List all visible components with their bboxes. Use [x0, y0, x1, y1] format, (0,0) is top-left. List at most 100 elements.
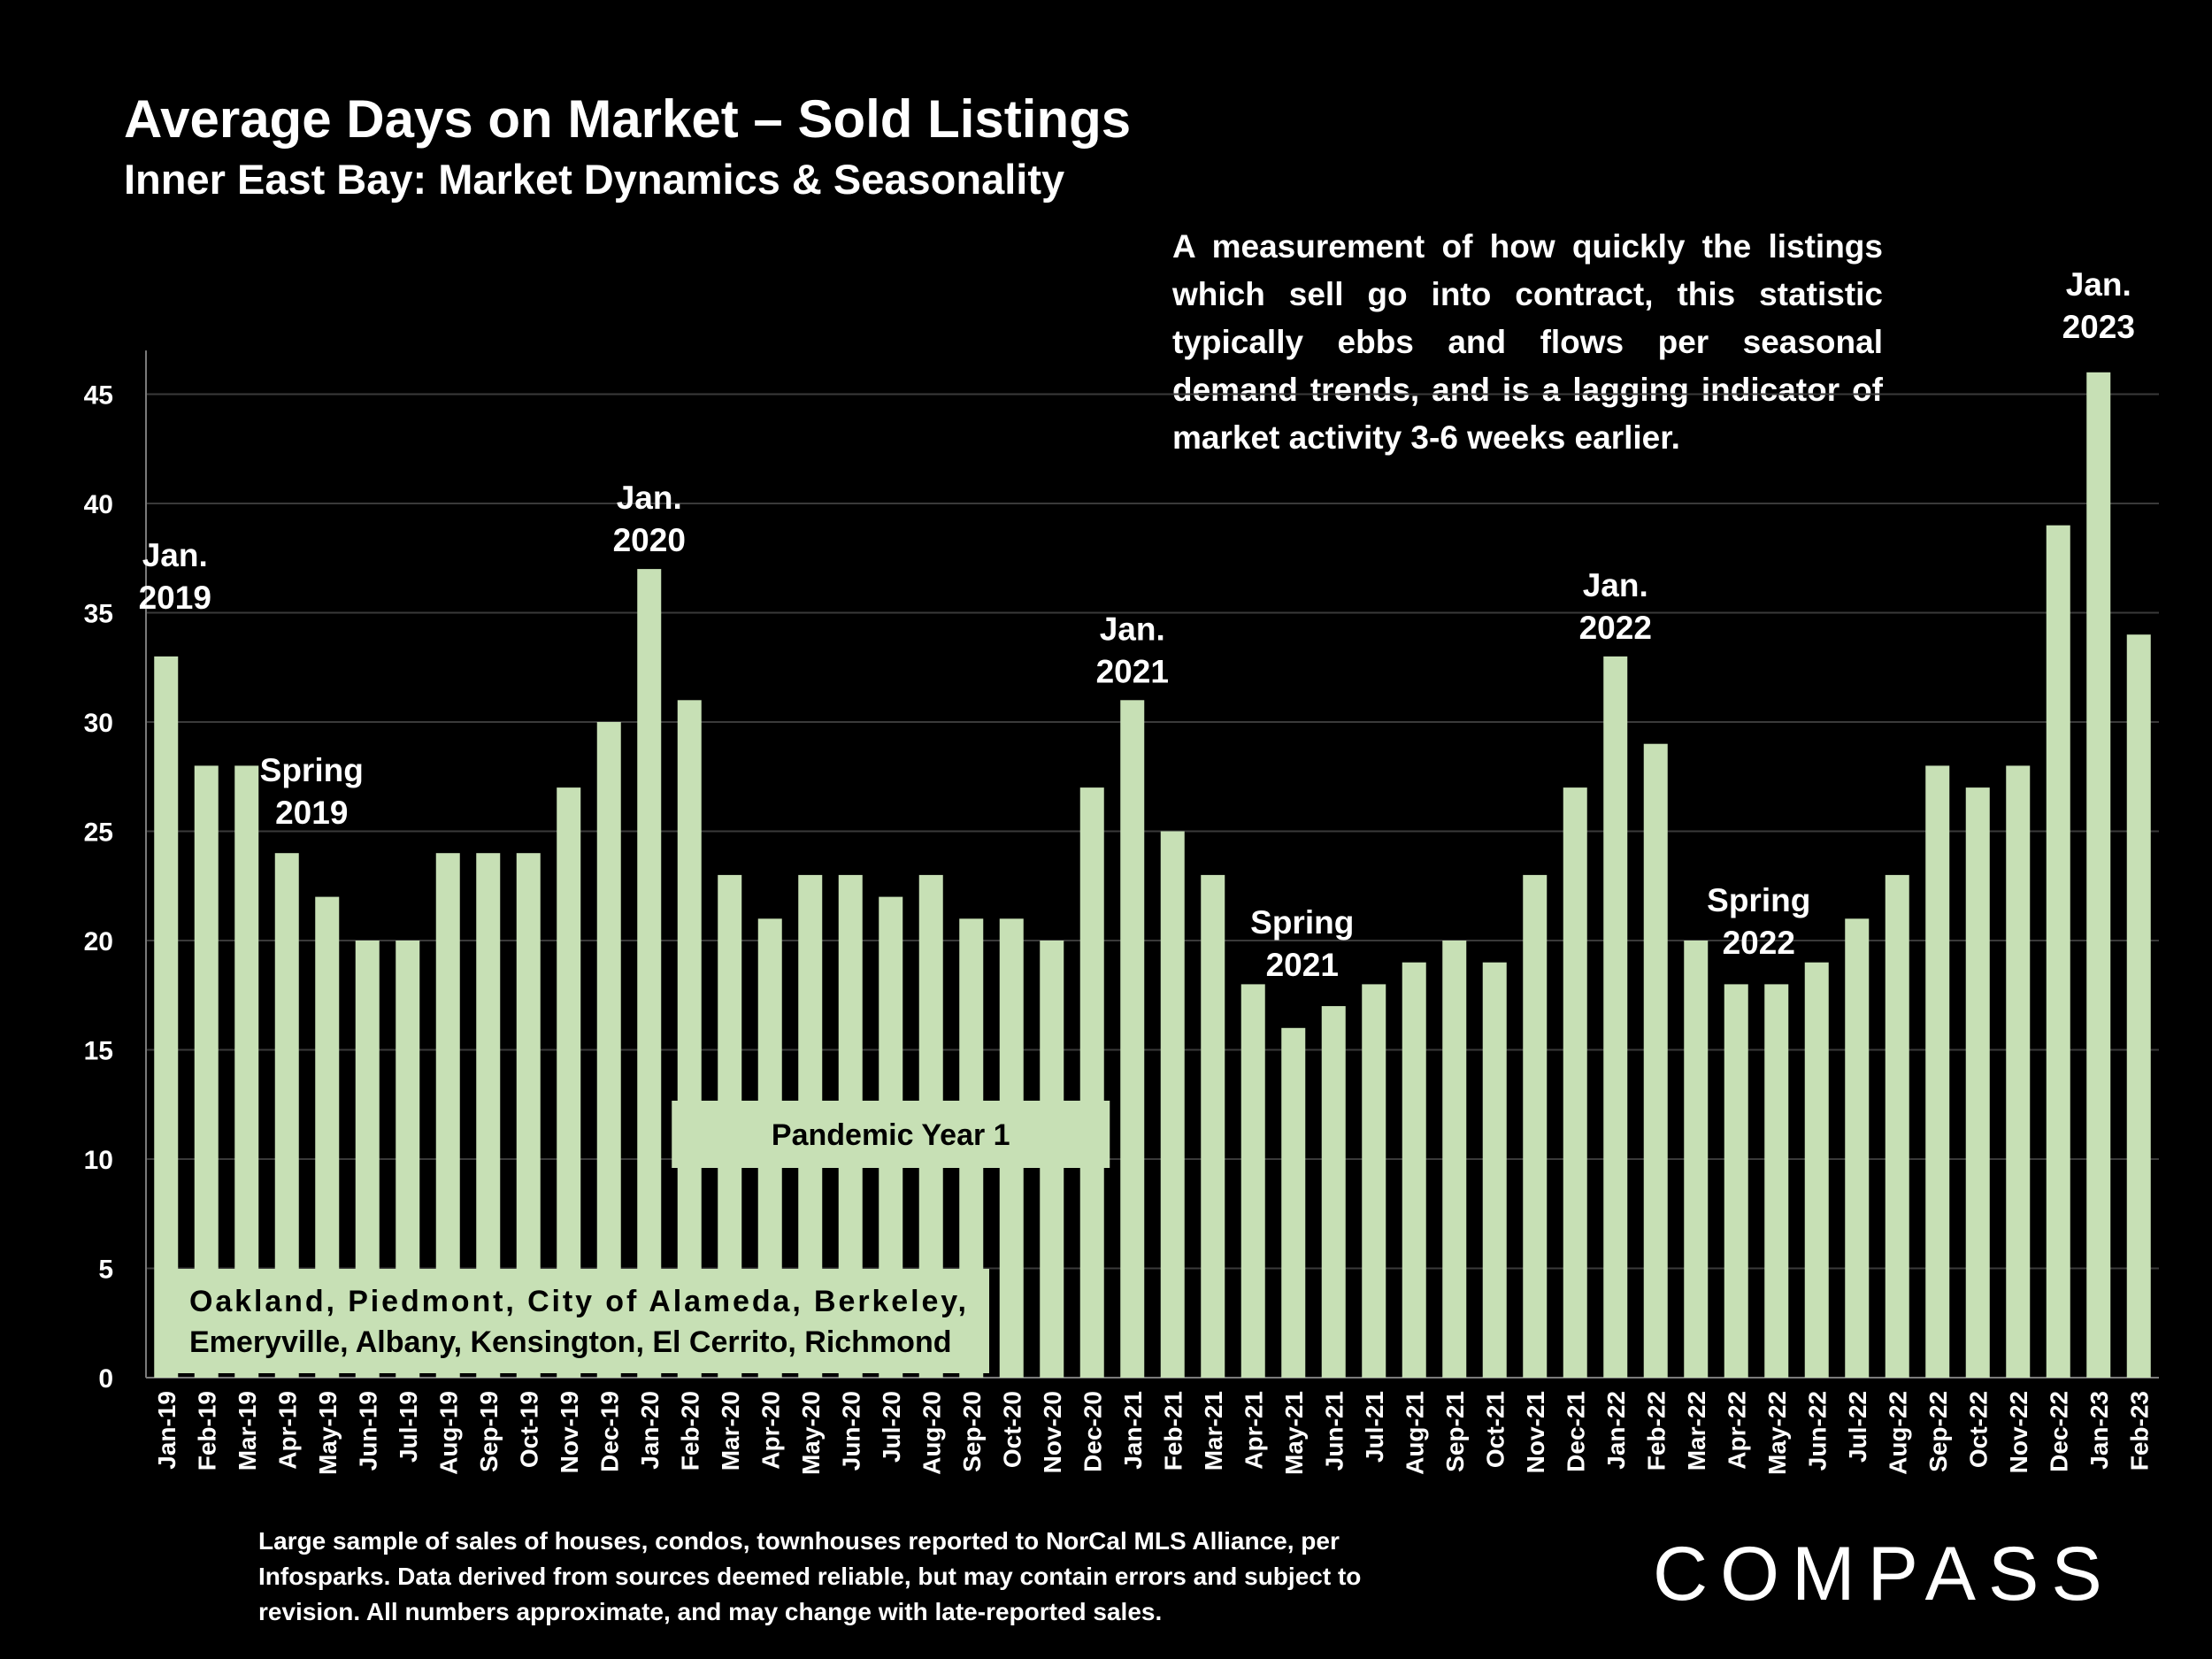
x-tick-label: Nov-20 — [1039, 1391, 1066, 1473]
bar — [1965, 787, 1990, 1378]
x-tick-label: Feb-20 — [676, 1391, 703, 1471]
x-tick-label: May-22 — [1763, 1391, 1791, 1475]
bar — [1804, 962, 1829, 1378]
x-tick-label: Nov-22 — [2005, 1391, 2032, 1473]
x-tick-label: Jul-20 — [878, 1391, 905, 1463]
bar — [2046, 525, 2070, 1378]
bar — [1684, 941, 1709, 1378]
x-tick-label: Nov-21 — [1522, 1391, 1549, 1473]
bar — [2126, 634, 2151, 1378]
x-tick-label: Jul-19 — [395, 1391, 422, 1463]
bar — [1482, 962, 1507, 1378]
x-tick-label: Dec-19 — [595, 1391, 623, 1472]
y-tick-label: 5 — [98, 1256, 113, 1285]
x-tick-label: Jan-21 — [1119, 1391, 1147, 1470]
region-label-box — [175, 1269, 989, 1373]
x-tick-label: May-20 — [797, 1391, 825, 1475]
x-tick-label: Mar-20 — [717, 1391, 744, 1471]
bar — [1845, 918, 1870, 1378]
x-tick-label: Sep-22 — [1924, 1391, 1952, 1472]
y-tick-label: 35 — [84, 600, 113, 629]
annotation-label: Jan. 2022 — [1579, 567, 1652, 646]
annotation-label: Spring 2022 — [1707, 882, 1810, 961]
x-tick-label: Oct-22 — [1964, 1391, 1992, 1468]
bar — [1724, 984, 1748, 1378]
chart-title: Average Days on Market – Sold Listings — [124, 89, 1132, 149]
x-tick-label: Feb-21 — [1159, 1391, 1187, 1471]
bar — [637, 569, 662, 1378]
annotation-label: Spring 2021 — [1250, 904, 1354, 983]
x-tick-label: Aug-19 — [434, 1391, 462, 1475]
x-tick-label: May-21 — [1280, 1391, 1308, 1475]
bar — [596, 722, 621, 1378]
x-tick-label: Apr-20 — [757, 1391, 784, 1470]
x-tick-label: Aug-22 — [1884, 1391, 1911, 1475]
bar — [1160, 831, 1185, 1378]
annotation-label: Spring 2019 — [260, 752, 364, 831]
y-tick-label: 45 — [84, 381, 113, 411]
y-tick-label: 0 — [98, 1364, 113, 1394]
bar — [677, 700, 702, 1378]
x-tick-label: Mar-19 — [234, 1391, 261, 1471]
bar — [1764, 984, 1789, 1378]
x-tick-label: Jun-22 — [1803, 1391, 1831, 1471]
x-tick-label: Jun-19 — [354, 1391, 381, 1471]
y-tick-label: 15 — [84, 1037, 113, 1066]
x-tick-label: Nov-19 — [556, 1391, 583, 1473]
bar — [1079, 787, 1104, 1378]
x-tick-label: Dec-22 — [2045, 1391, 2072, 1472]
bars — [154, 372, 2151, 1378]
pandemic-label: Pandemic Year 1 — [772, 1118, 1010, 1152]
x-tick-label: Mar-22 — [1683, 1391, 1710, 1471]
x-tick-label: Jan-20 — [636, 1391, 664, 1470]
annotation-label: Jan. 2020 — [613, 480, 686, 558]
bar — [1603, 656, 1628, 1378]
bar — [1885, 874, 1909, 1378]
pandemic-label-box — [672, 1101, 1110, 1168]
bar — [1925, 765, 1950, 1378]
bar — [1281, 1027, 1306, 1378]
x-tick-label: Sep-21 — [1441, 1391, 1469, 1472]
x-tick-label: Oct-20 — [998, 1391, 1025, 1468]
bar — [1563, 787, 1587, 1378]
x-tick-label: Jun-20 — [837, 1391, 864, 1471]
y-tick-label: 10 — [84, 1146, 113, 1175]
x-tick-label: Aug-20 — [918, 1391, 945, 1475]
x-tick-label: Apr-22 — [1723, 1391, 1750, 1470]
bar — [1523, 874, 1548, 1378]
x-tick-label: Jan-22 — [1602, 1391, 1630, 1470]
annotations: Jan. 2019 Spring 2019 Jan. 2020 Jan. 2021 Spring… — [139, 266, 2135, 983]
y-tick-label: 30 — [84, 709, 113, 738]
bar — [154, 656, 179, 1378]
x-tick-label: Feb-22 — [1642, 1391, 1670, 1471]
x-tick-label: Apr-19 — [273, 1391, 301, 1470]
bar — [1240, 984, 1265, 1378]
x-tick-label: Dec-20 — [1079, 1391, 1106, 1472]
x-tick-label: Aug-21 — [1401, 1391, 1428, 1475]
bar — [1362, 984, 1386, 1378]
chart-subtitle: Inner East Bay: Market Dynamics & Season… — [124, 156, 1065, 203]
x-tick-label: Feb-19 — [193, 1391, 220, 1471]
x-tick-label: Sep-19 — [475, 1391, 503, 1472]
x-tick-label: Jul-22 — [1844, 1391, 1871, 1463]
bar — [1120, 700, 1145, 1378]
bar — [2086, 372, 2111, 1378]
bar — [1643, 743, 1668, 1378]
y-axis-ticks: 0 5 10 15 20 25 30 35 40 45 — [84, 381, 113, 1394]
y-tick-label: 20 — [84, 927, 113, 956]
x-tick-label: Oct-21 — [1481, 1391, 1509, 1468]
chart-description: A measurement of how quickly the listing… — [1172, 228, 1883, 456]
x-tick-label: Apr-21 — [1240, 1391, 1267, 1470]
bar — [1201, 874, 1225, 1378]
x-tick-label: Mar-21 — [1200, 1391, 1227, 1471]
bar — [1402, 962, 1426, 1378]
x-tick-label: Dec-21 — [1562, 1391, 1589, 1472]
bar — [2006, 765, 2031, 1378]
annotation-label: Jan. 2023 — [2062, 266, 2135, 345]
x-tick-label: May-19 — [314, 1391, 342, 1475]
x-axis-ticks: Jan-19 Feb-19 Mar-19 Apr-19 May-19 Jun-19 Jul-… — [153, 1391, 2154, 1475]
x-tick-label: Feb-23 — [2125, 1391, 2153, 1471]
y-tick-label: 25 — [84, 818, 113, 848]
